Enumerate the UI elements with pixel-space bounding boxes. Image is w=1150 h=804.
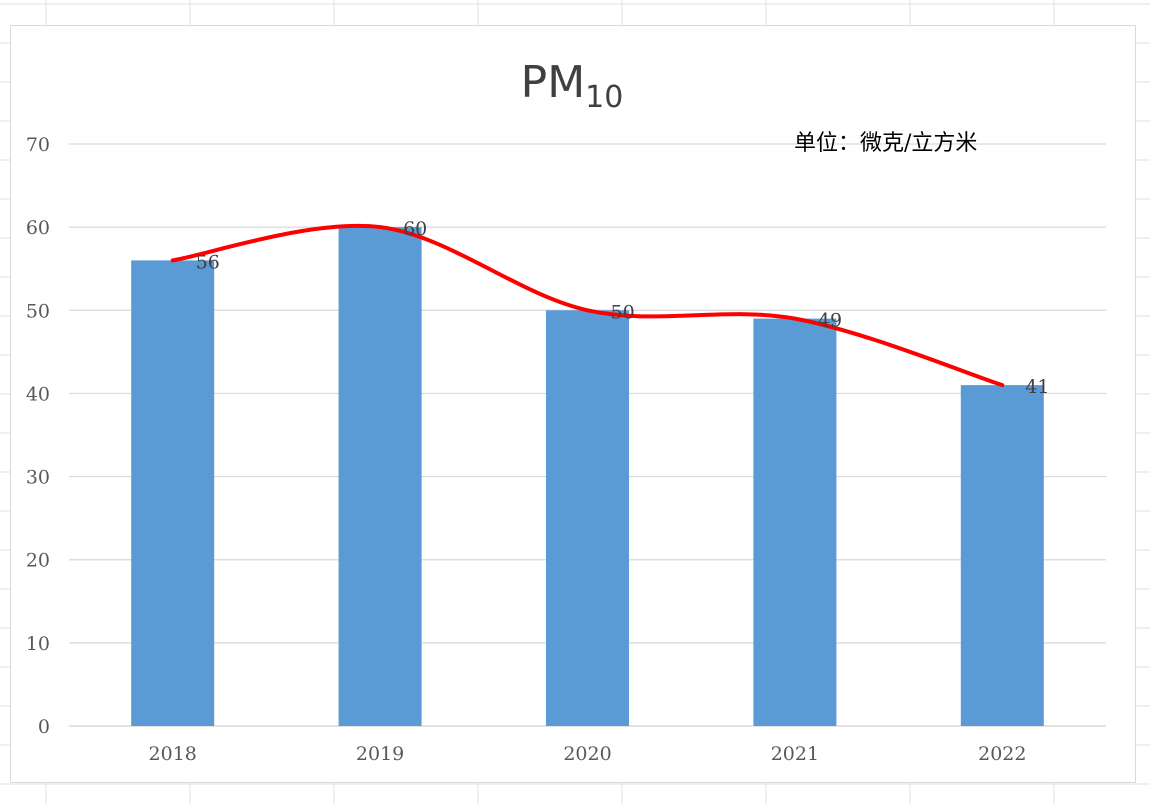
y-tick-label: 50 [26,300,50,322]
bar [338,227,422,726]
chart-title: PM10 [521,57,624,115]
unit-label: 单位：微克/立方米 [794,131,977,156]
data-label: 41 [1025,376,1049,398]
bar [753,318,837,726]
data-label: 56 [196,251,220,273]
x-tick-label: 2019 [356,743,404,765]
data-label: 60 [403,218,427,240]
x-tick-label: 2020 [563,743,611,765]
x-tick-label: 2018 [149,743,197,765]
bar [131,260,215,726]
data-label: 50 [611,301,635,323]
y-tick-label: 0 [38,716,50,738]
x-tick-label: 2021 [771,743,819,765]
bar [960,385,1044,726]
bars [131,227,1044,726]
chart-title-main: PM [521,57,586,108]
trend-line [170,224,1005,388]
y-tick-label: 20 [26,550,50,572]
data-label: 49 [818,310,842,332]
y-tick-label: 30 [26,467,50,489]
data-labels: 56 60 50 49 41 [196,218,1050,398]
y-tick-label: 60 [26,217,50,239]
x-tick-label: 2022 [978,743,1026,765]
y-axis-tick-labels: 0 10 20 30 40 50 60 70 [26,134,50,738]
chart-title-subscript: 10 [585,80,623,115]
y-tick-label: 40 [26,383,50,405]
y-tick-label: 70 [26,134,50,156]
x-axis-tick-labels: 2018 2019 2020 2021 2022 [149,743,1027,765]
bar [546,310,629,726]
y-tick-label: 10 [26,633,50,655]
